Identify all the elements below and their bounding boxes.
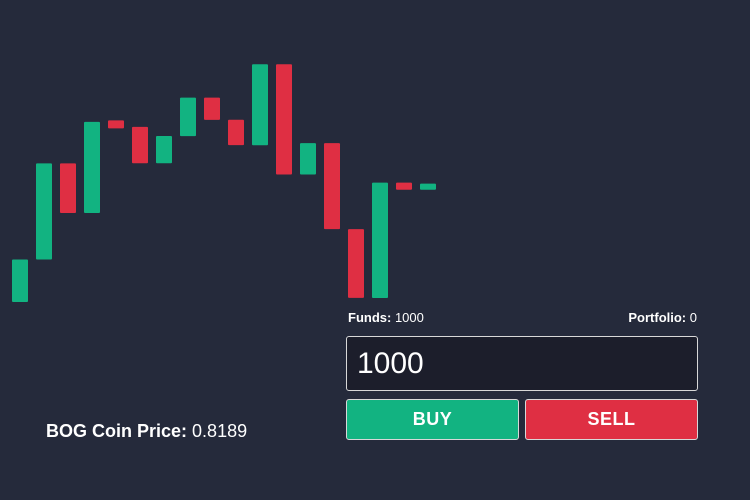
coin-price-display: BOG Coin Price: 0.8189 [46,421,247,442]
candle-8 [180,97,196,137]
candle-16 [372,182,388,298]
portfolio-display: Portfolio: 0 [628,310,697,325]
candle-13 [300,143,316,175]
candle-3 [60,163,76,213]
candle-4 [84,121,100,213]
buy-button[interactable]: BUY [346,399,519,440]
candle-1 [12,259,28,302]
candle-14 [324,143,340,230]
funds-display: Funds: 1000 [348,310,424,325]
funds-value: 1000 [394,310,424,325]
portfolio-label: Portfolio: [628,310,687,325]
portfolio-value: 0 [689,310,697,325]
candle-5 [108,120,124,129]
candle-17 [396,182,412,190]
candle-10 [228,119,244,146]
funds-label: Funds: [348,310,392,325]
candle-18 [420,183,436,190]
coin-price-value: 0.8189 [192,421,248,441]
candle-15 [348,229,364,298]
sell-button[interactable]: SELL [525,399,698,440]
candle-11 [252,64,268,146]
candle-6 [132,126,148,164]
coin-price-label: BOG Coin Price: [46,421,188,441]
candle-7 [156,136,172,164]
candle-2 [36,163,52,260]
amount-input[interactable] [346,336,698,391]
candle-9 [204,97,220,120]
candle-12 [276,64,292,175]
